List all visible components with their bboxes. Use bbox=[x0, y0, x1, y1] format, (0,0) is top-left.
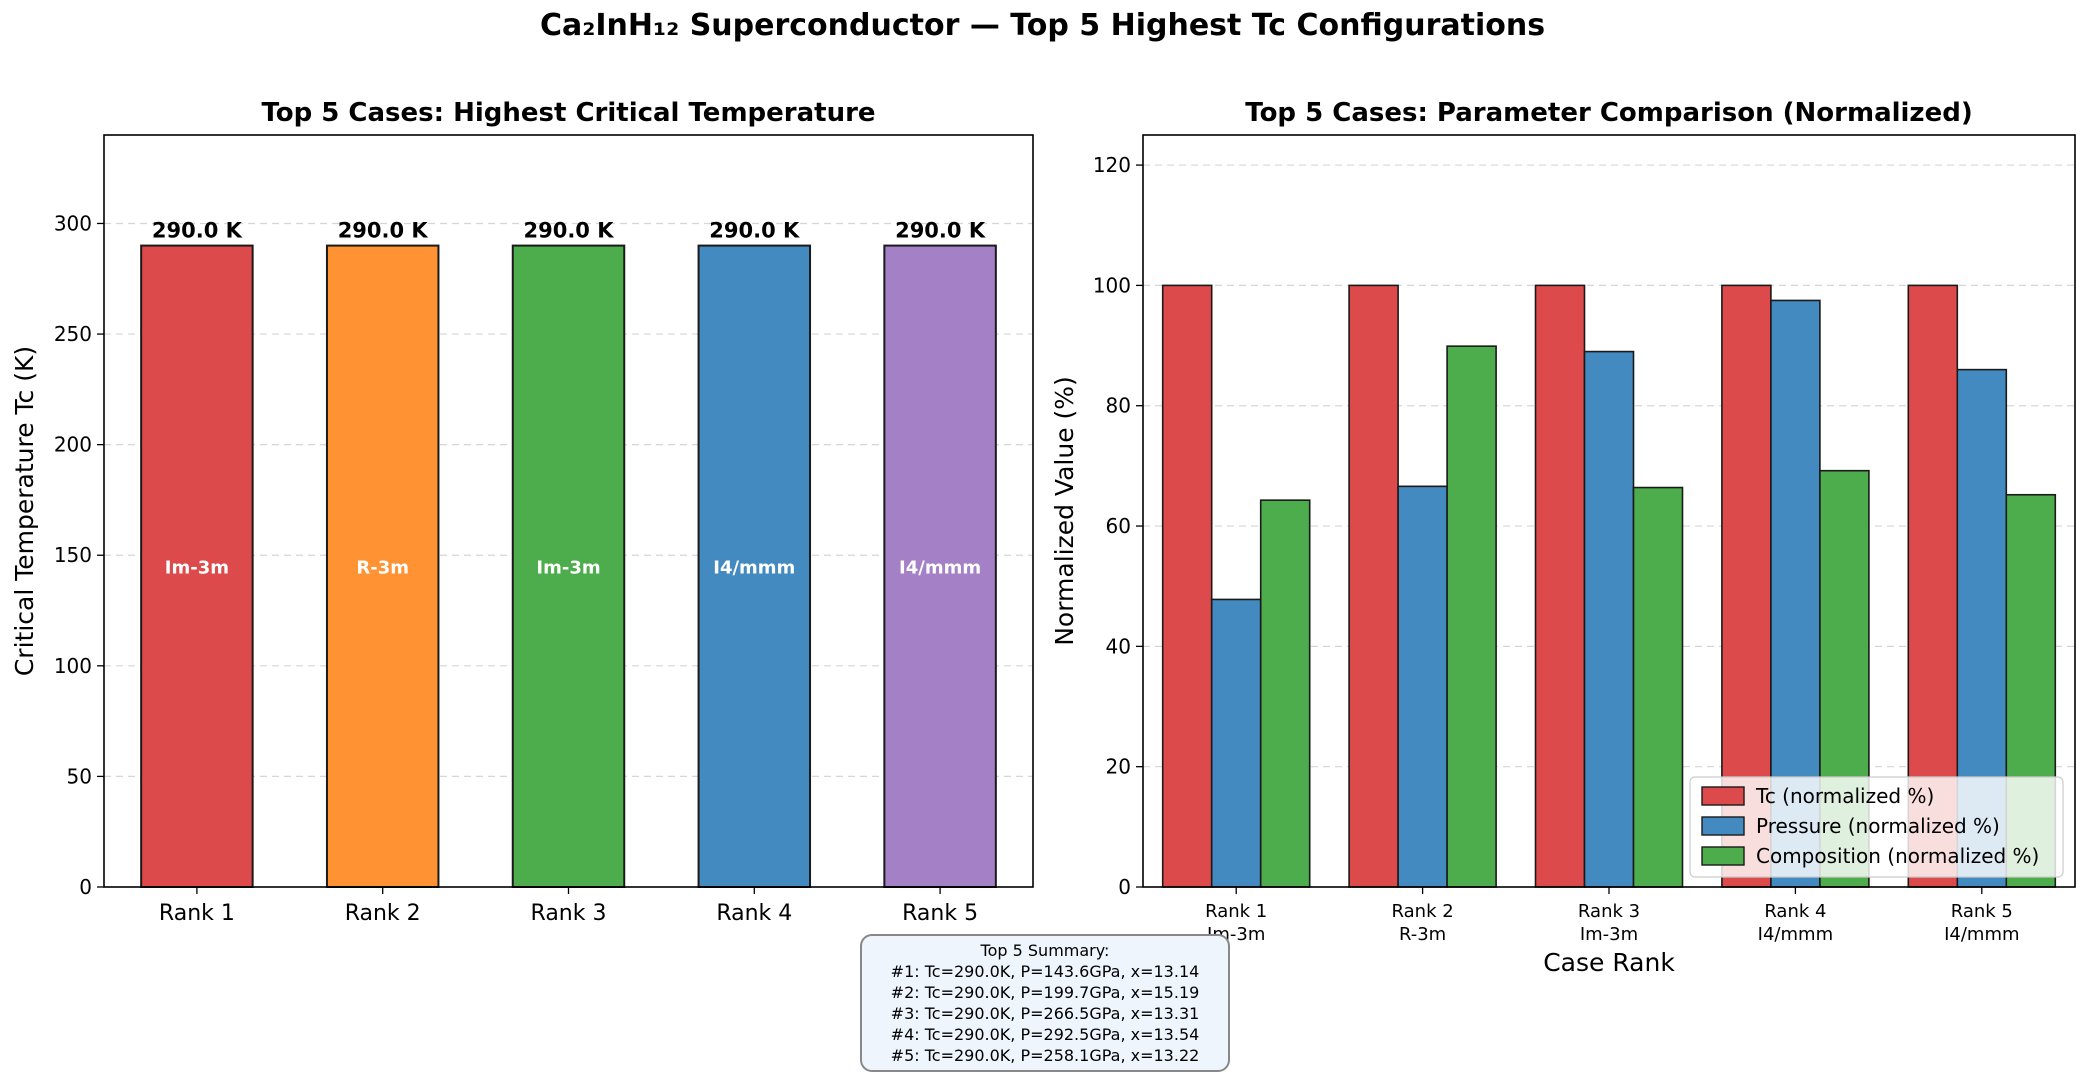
bar-tc bbox=[1348, 284, 1399, 888]
y-tick-label: 250 bbox=[54, 322, 92, 346]
x-tick-label: Rank 4 bbox=[716, 901, 792, 926]
legend-swatch bbox=[1701, 816, 1745, 836]
figure-title: Ca₂InH₁₂ Superconductor — Top 5 Highest … bbox=[539, 8, 1546, 43]
bar bbox=[697, 244, 812, 888]
left-chart-tc: 0 50 100 150 200 250 300 290.0 K Im-3m Rank 1 290.… bbox=[10, 98, 1034, 926]
bar bbox=[883, 244, 997, 888]
legend-label: Pressure (normalized %) bbox=[1756, 814, 2000, 838]
summary-box: Top 5 Summary: #1: Tc=290.0K, P=143.6GPa… bbox=[860, 934, 1230, 1072]
bar-tc bbox=[1534, 284, 1586, 888]
bar-composition bbox=[1259, 499, 1311, 888]
bar-value-label: 290.0 K bbox=[152, 219, 243, 243]
chart-title: Top 5 Cases: Highest Critical Temperatur… bbox=[261, 98, 875, 128]
legend-swatch bbox=[1701, 846, 1745, 866]
bar-composition bbox=[1632, 486, 1684, 888]
y-tick-label: 20 bbox=[1106, 755, 1131, 779]
x-tick-label: Rank 3 bbox=[1578, 901, 1640, 922]
y-tick-label: 100 bbox=[54, 654, 92, 678]
x-axis-label: Case Rank bbox=[1543, 948, 1675, 977]
x-tick-label: Rank 2 bbox=[1392, 901, 1454, 922]
summary-line: #2: Tc=290.0K, P=199.7GPa, x=15.19 bbox=[890, 983, 1200, 1002]
x-tick-sublabel: R-3m bbox=[1399, 924, 1446, 945]
y-tick-label: 200 bbox=[54, 433, 92, 457]
x-tick-label: Rank 1 bbox=[159, 901, 235, 926]
y-tick-label: 100 bbox=[1093, 273, 1131, 297]
y-tick-label: 50 bbox=[67, 764, 92, 788]
bar-value-label: 290.0 K bbox=[523, 219, 614, 243]
summary-line: #4: Tc=290.0K, P=292.5GPa, x=13.54 bbox=[890, 1025, 1200, 1044]
bar-inner-label: Im-3m bbox=[536, 557, 600, 578]
bar-inner-label: I4/mmm bbox=[713, 557, 795, 578]
legend-swatch bbox=[1701, 786, 1745, 806]
bar-value-label: 290.0 K bbox=[338, 219, 429, 243]
bar bbox=[511, 244, 626, 888]
bar bbox=[325, 244, 440, 888]
bar-composition bbox=[1446, 345, 1497, 888]
y-axis-label: Normalized Value (%) bbox=[1050, 376, 1079, 646]
x-tick-label: Rank 5 bbox=[902, 901, 978, 926]
summary-line: #3: Tc=290.0K, P=266.5GPa, x=13.31 bbox=[890, 1004, 1200, 1023]
bar-value-label: 290.0 K bbox=[895, 219, 986, 243]
y-tick-label: 120 bbox=[1093, 153, 1131, 177]
x-tick-label: Rank 1 bbox=[1205, 901, 1267, 922]
chart-title: Top 5 Cases: Parameter Comparison (Norma… bbox=[1245, 98, 1972, 128]
bar-pressure bbox=[1583, 350, 1635, 888]
x-tick-label: Rank 5 bbox=[1951, 901, 2013, 922]
x-tick-label: Rank 4 bbox=[1764, 901, 1826, 922]
y-tick-label: 0 bbox=[79, 875, 92, 899]
summary-heading: Top 5 Summary: bbox=[980, 941, 1110, 960]
bar-pressure bbox=[1397, 485, 1448, 888]
legend-label: Composition (normalized %) bbox=[1756, 844, 2039, 868]
summary-line: #1: Tc=290.0K, P=143.6GPa, x=13.14 bbox=[890, 962, 1200, 981]
summary-line: #5: Tc=290.0K, P=258.1GPa, x=13.22 bbox=[890, 1046, 1200, 1065]
right-chart-normalized: 0 20 40 60 80 100 120 Rank 1 Im-3m Rank 2R-3m Rank… bbox=[1050, 98, 2076, 977]
x-tick-sublabel: I4/mmm bbox=[1944, 924, 2019, 945]
y-tick-label: 0 bbox=[1118, 875, 1131, 899]
x-tick-sublabel: I4/mmm bbox=[1758, 924, 1833, 945]
legend-box bbox=[1689, 776, 2064, 878]
bar-tc bbox=[1161, 284, 1213, 888]
y-tick-label: 300 bbox=[54, 211, 92, 235]
x-tick-label: Rank 2 bbox=[345, 901, 421, 926]
x-tick-label: Rank 3 bbox=[531, 901, 607, 926]
x-tick-sublabel: Im-3m bbox=[1580, 924, 1638, 945]
plot-frame bbox=[1142, 134, 2076, 888]
bar-inner-label: Im-3m bbox=[165, 557, 229, 578]
legend: Tc (normalized %) Pressure (normalized %)… bbox=[1689, 776, 2064, 878]
y-tick-label: 150 bbox=[54, 543, 92, 567]
bar-pressure bbox=[1210, 598, 1262, 888]
y-tick-label: 60 bbox=[1106, 514, 1131, 538]
legend-label: Tc (normalized %) bbox=[1755, 784, 1934, 808]
bar bbox=[140, 244, 254, 888]
bar-inner-label: I4/mmm bbox=[899, 557, 981, 578]
plot-frame bbox=[103, 134, 1034, 888]
bar-value-label: 290.0 K bbox=[709, 219, 800, 243]
y-tick-label: 40 bbox=[1106, 634, 1131, 658]
y-tick-label: 80 bbox=[1106, 394, 1131, 418]
y-axis-label: Critical Temperature Tc (K) bbox=[10, 346, 39, 676]
bar-inner-label: R-3m bbox=[356, 557, 409, 578]
